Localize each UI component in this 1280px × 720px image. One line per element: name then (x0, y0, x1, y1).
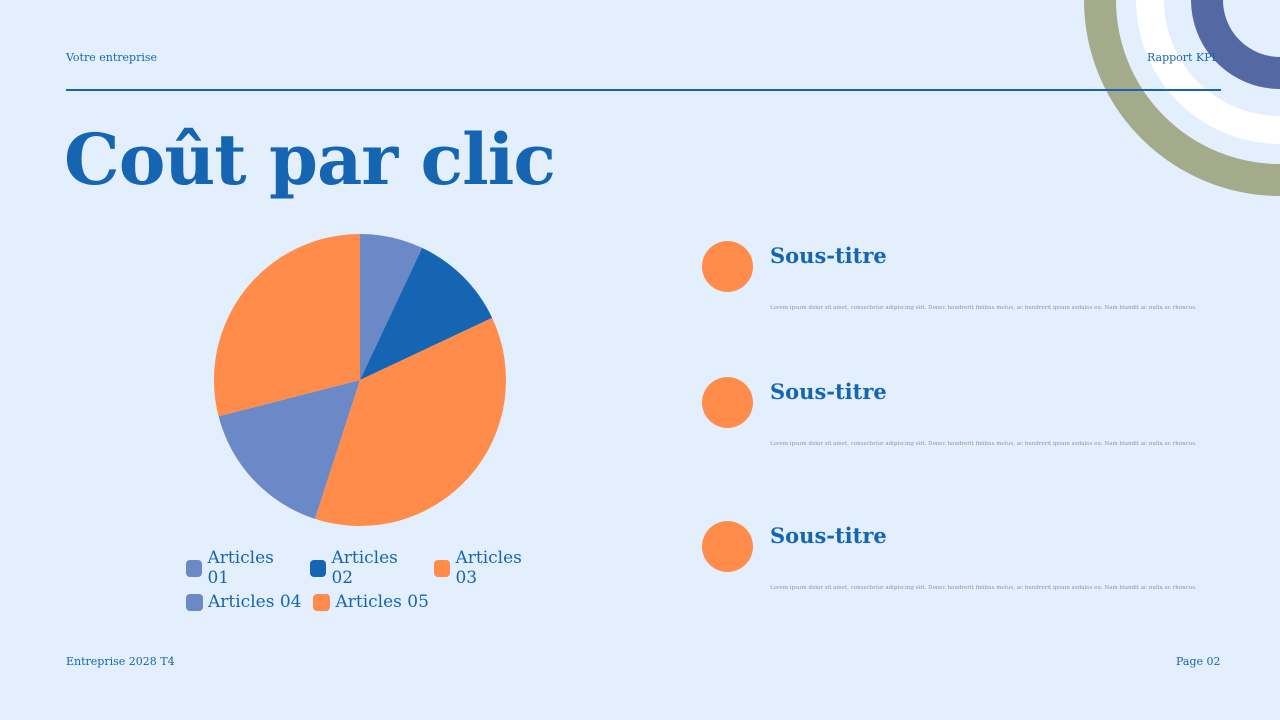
legend-item: Articles 01 (186, 548, 298, 588)
legend-swatch-icon (313, 593, 331, 611)
pie-slice (360, 234, 423, 380)
pie-chart (214, 234, 506, 526)
pie-slice (218, 380, 360, 519)
company-name: Votre entreprise (66, 51, 157, 64)
item-body: Lorem ipsum dolor sit amet, consectetur … (770, 305, 1197, 311)
legend-swatch-icon (434, 559, 451, 577)
footer-period: Entreprise 2028 T4 (66, 655, 175, 668)
item-subtitle: Sous-titre (770, 243, 887, 268)
legend-swatch-icon (186, 593, 203, 611)
item-body: Lorem ipsum dolor sit amet, consectetur … (770, 441, 1197, 447)
page-title: Coût par clic (64, 118, 556, 201)
item-subtitle: Sous-titre (770, 523, 887, 548)
legend-swatch-icon (186, 559, 203, 577)
report-label: Rapport KPI (1147, 51, 1216, 64)
pie-slice (214, 234, 360, 417)
item-subtitle: Sous-titre (770, 379, 887, 404)
pie-slice (360, 247, 493, 380)
legend-item: Articles 04 (186, 592, 301, 612)
item-body: Lorem ipsum dolor sit amet, consectetur … (770, 585, 1197, 591)
circle-bullet-icon (702, 241, 753, 292)
legend-item: Articles 03 (434, 548, 546, 588)
legend-item: Articles 02 (310, 548, 422, 588)
header-divider (66, 89, 1221, 91)
legend-item: Articles 05 (313, 592, 429, 612)
chart-legend: Articles 01 Articles 02 Articles 03 Arti… (186, 548, 546, 616)
page-number: Page 02 (1176, 655, 1221, 668)
pie-slice (314, 317, 506, 526)
legend-swatch-icon (310, 559, 327, 577)
circle-bullet-icon (702, 521, 753, 572)
circle-bullet-icon (702, 377, 753, 428)
